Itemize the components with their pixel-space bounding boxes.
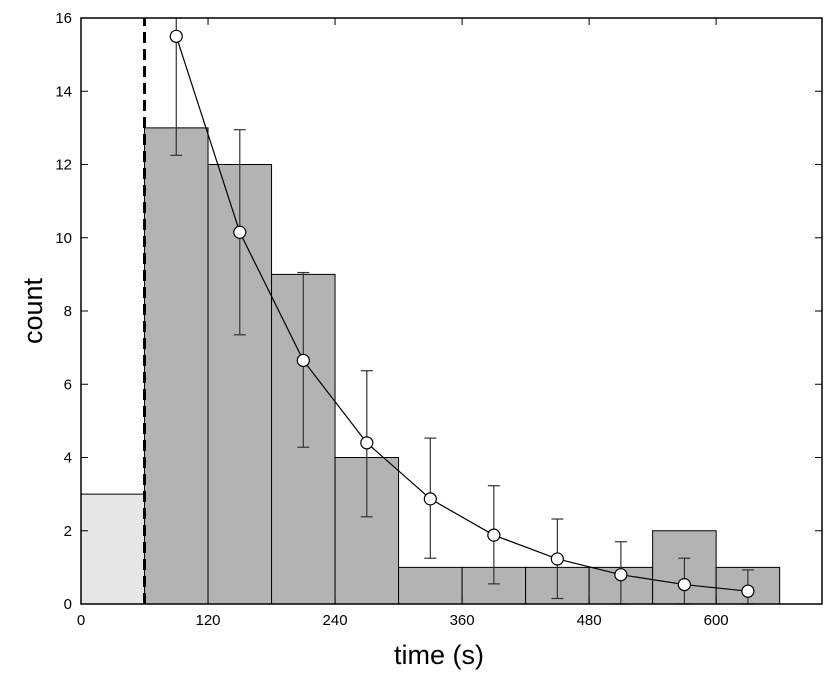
y-tick-label: 16 (55, 10, 72, 27)
y-tick-label: 6 (64, 376, 72, 393)
fit-point (296, 353, 310, 368)
y-tick-label: 8 (64, 303, 72, 320)
y-axis-label: count (18, 277, 48, 344)
x-tick-label: 600 (704, 612, 729, 629)
y-tick-label: 14 (55, 83, 72, 100)
fit-point (677, 577, 691, 592)
fit-point (233, 225, 247, 239)
x-tick-label: 360 (450, 612, 475, 629)
x-axis-ticks: 0 120 240 360 480 600 (77, 18, 729, 629)
fit-point (360, 436, 374, 450)
fit-point (614, 568, 628, 582)
fit-line (175, 36, 748, 592)
y-tick-label: 0 (64, 596, 72, 613)
fit-point (169, 29, 183, 43)
x-tick-label: 240 (323, 612, 348, 629)
histogram-bar (398, 566, 463, 605)
fit-line-group (175, 36, 748, 592)
y-tick-label: 12 (55, 157, 72, 174)
histogram-bar (80, 493, 146, 605)
y-tick-label: 10 (55, 230, 72, 247)
fit-point (741, 584, 755, 598)
y-tick-label: 4 (64, 450, 72, 467)
fit-point (423, 492, 437, 506)
histogram-bar (144, 127, 209, 605)
fit-point (550, 552, 564, 566)
fit-points (169, 29, 755, 598)
y-axis-ticks: 0 2 4 6 8 10 12 14 16 (55, 10, 822, 613)
x-tick-label: 120 (196, 612, 221, 629)
x-tick-label: 0 (77, 612, 85, 629)
fit-point (487, 528, 501, 542)
y-tick-label: 2 (64, 523, 72, 540)
x-tick-label: 480 (577, 612, 602, 629)
x-axis-label: time (s) (394, 640, 484, 670)
